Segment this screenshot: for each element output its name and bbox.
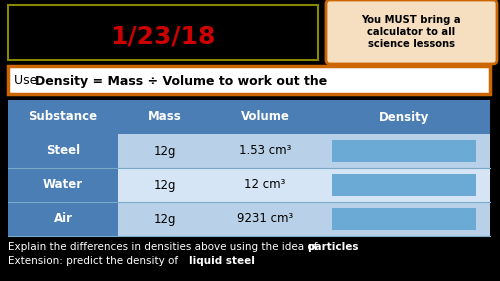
Text: 9231 cm³: 9231 cm³ (237, 212, 293, 225)
Bar (8, 134, 118, 168)
Text: particles: particles (307, 242, 358, 252)
Text: 12 cm³: 12 cm³ (244, 178, 286, 191)
Bar (8, 168, 490, 202)
Text: Volume: Volume (240, 110, 290, 124)
Text: 12g: 12g (154, 144, 176, 157)
Text: Extension: predict the density of: Extension: predict the density of (8, 256, 182, 266)
Bar (8, 5, 318, 60)
Text: Water: Water (43, 178, 83, 191)
Bar (332, 140, 476, 162)
Bar (8, 202, 490, 236)
Text: Density = Mass ÷ Volume to work out the: Density = Mass ÷ Volume to work out the (35, 74, 327, 87)
Text: Substance: Substance (28, 110, 98, 124)
Text: Steel: Steel (46, 144, 80, 157)
Text: :: : (349, 242, 352, 252)
Text: Mass: Mass (148, 110, 182, 124)
FancyBboxPatch shape (326, 0, 497, 64)
Bar (8, 66, 490, 94)
Bar (8, 168, 118, 202)
Text: 1/23/18: 1/23/18 (110, 24, 216, 48)
Text: Explain the differences in densities above using the idea of: Explain the differences in densities abo… (8, 242, 321, 252)
Text: liquid steel: liquid steel (189, 256, 255, 266)
Text: 12g: 12g (154, 178, 176, 191)
Text: You MUST bring a
calculator to all
science lessons: You MUST bring a calculator to all scien… (361, 15, 461, 49)
Bar (8, 134, 490, 168)
Bar (8, 100, 490, 134)
Bar (8, 202, 118, 236)
Text: Air: Air (54, 212, 72, 225)
Text: Use: Use (14, 74, 42, 87)
Text: 1.53 cm³: 1.53 cm³ (239, 144, 291, 157)
Text: Density: Density (379, 110, 429, 124)
Bar (332, 174, 476, 196)
Text: 12g: 12g (154, 212, 176, 225)
Bar (332, 208, 476, 230)
